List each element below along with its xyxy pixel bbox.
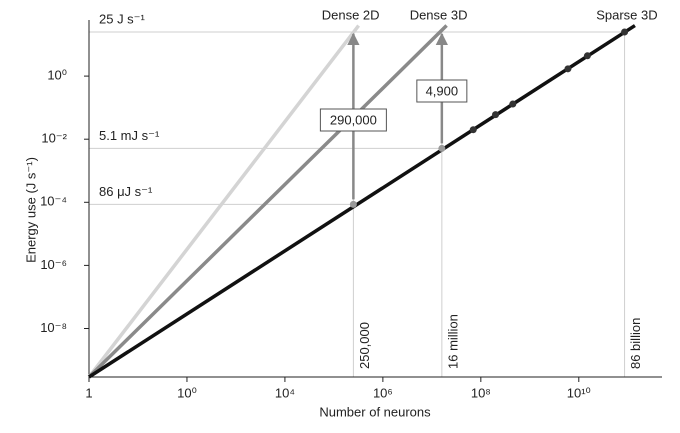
- y-axis-label: Energy use (J s⁻¹): [23, 157, 38, 263]
- data-point: [564, 65, 572, 73]
- series-label: Dense 2D: [322, 7, 380, 22]
- series-line: [87, 24, 448, 379]
- x-tick-label: 1: [85, 385, 92, 400]
- y-tick-label: 10⁻⁶: [40, 257, 67, 272]
- y-tick-label: 10⁻⁴: [40, 194, 67, 209]
- data-point: [509, 100, 517, 108]
- x-tick-label: 10⁶: [373, 385, 393, 400]
- reference-neurons-label: 86 billion: [628, 318, 643, 369]
- data-point: [349, 200, 357, 208]
- ratio-label: 290,000: [330, 112, 377, 127]
- ratio-box: [319, 108, 387, 132]
- series-line: [88, 24, 636, 379]
- data-point: [583, 52, 591, 60]
- x-axis-label: Number of neurons: [319, 404, 431, 419]
- reference-neurons-label: 250,000: [357, 322, 372, 369]
- x-tick-label: 10¹⁰: [567, 385, 591, 400]
- y-tick-label: 10⁰: [47, 68, 67, 83]
- data-point: [438, 144, 446, 152]
- ratio-box: [416, 79, 468, 103]
- series-line: [87, 24, 361, 379]
- reference-energy-label: 25 J s⁻¹: [99, 11, 146, 26]
- series-label: Sparse 3D: [596, 7, 657, 22]
- data-point: [492, 111, 500, 119]
- series-label: Dense 3D: [410, 7, 468, 22]
- ratio-label: 4,900: [426, 83, 459, 98]
- reference-neurons-label: 16 million: [445, 314, 460, 369]
- reference-energy-label: 5.1 mJ s⁻¹: [99, 128, 160, 143]
- x-tick-label: 10⁸: [471, 385, 491, 400]
- data-point: [469, 126, 477, 134]
- y-tick-label: 10⁻²: [41, 131, 67, 146]
- x-tick-label: 10⁴: [275, 385, 295, 400]
- y-tick-label: 10⁻⁸: [40, 320, 67, 335]
- reference-energy-label: 86 μJ s⁻¹: [99, 184, 153, 199]
- data-point: [621, 28, 629, 36]
- x-tick-label: 10⁰: [177, 385, 197, 400]
